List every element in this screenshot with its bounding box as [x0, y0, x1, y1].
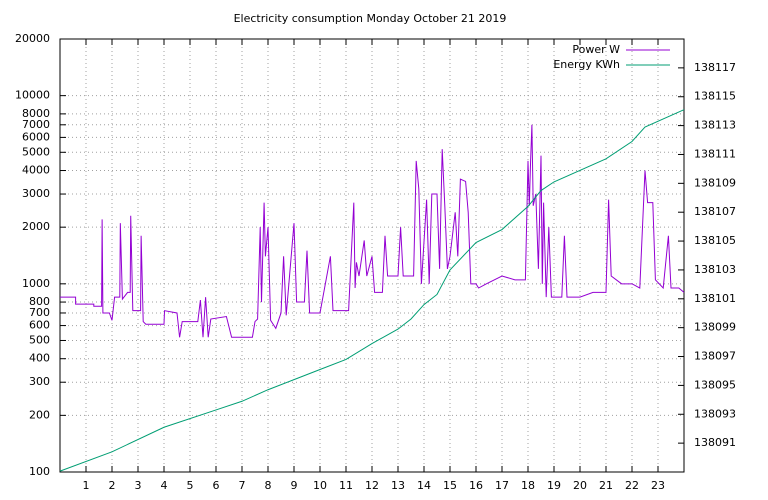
x-tick-label: 12: [365, 479, 379, 492]
x-tick-label: 17: [495, 479, 509, 492]
y-tick-label: 20000: [15, 32, 50, 45]
x-tick-label: 6: [213, 479, 220, 492]
x-tick-label: 15: [443, 479, 457, 492]
y-tick-label: 800: [29, 295, 50, 308]
series-line: [59, 109, 685, 472]
y-tick-label: 3000: [22, 187, 50, 200]
x-tick-label: 19: [547, 479, 561, 492]
x-tick-label: 3: [135, 479, 142, 492]
y2-tick-label: 138105: [694, 234, 736, 247]
y2-tick-label: 138099: [694, 321, 736, 334]
x-tick-label: 22: [625, 479, 639, 492]
y-tick-label: 1000: [22, 277, 50, 290]
x-tick-label: 21: [599, 479, 613, 492]
x-tick-label: 1: [83, 479, 90, 492]
x-tick-label: 5: [187, 479, 194, 492]
y-tick-label: 400: [29, 352, 50, 365]
chart-title: Electricity consumption Monday October 2…: [234, 12, 507, 25]
plot-frame: [59, 38, 685, 473]
y2-tick-label: 138095: [694, 378, 736, 391]
legend-label: Energy KWh: [553, 58, 620, 71]
y-tick-label: 500: [29, 333, 50, 346]
x-tick-label: 2: [109, 479, 116, 492]
y2-tick-label: 138115: [694, 90, 736, 103]
y-tick-label: 2000: [22, 220, 50, 233]
y2-tick-label: 138109: [694, 176, 736, 189]
x-tick-label: 20: [573, 479, 587, 492]
y-tick-label: 700: [29, 306, 50, 319]
y2-tick-label: 138091: [694, 436, 736, 449]
legend-label: Power W: [572, 43, 620, 56]
x-tick-label: 8: [265, 479, 272, 492]
x-tick-label: 10: [313, 479, 327, 492]
x-tick-label: 14: [417, 479, 431, 492]
series-line: [60, 124, 685, 338]
y2-tick-label: 138117: [694, 61, 736, 74]
y-tick-label: 6000: [22, 130, 50, 143]
y-tick-label: 7000: [22, 118, 50, 131]
y2-tick-label: 138113: [694, 119, 736, 132]
y2-tick-label: 138101: [694, 292, 736, 305]
y-tick-label: 10000: [15, 89, 50, 102]
y-tick-label: 4000: [22, 164, 50, 177]
x-tick-label: 7: [239, 479, 246, 492]
x-tick-label: 9: [291, 479, 298, 492]
y-tick-label: 5000: [22, 145, 50, 158]
y2-tick-label: 138111: [694, 147, 736, 160]
x-tick-label: 23: [651, 479, 665, 492]
y2-tick-label: 138103: [694, 263, 736, 276]
x-tick-label: 4: [161, 479, 168, 492]
y-tick-label: 600: [29, 319, 50, 332]
x-tick-label: 16: [469, 479, 483, 492]
x-tick-label: 18: [521, 479, 535, 492]
y2-tick-label: 138107: [694, 205, 736, 218]
y-tick-label: 8000: [22, 107, 50, 120]
x-tick-label: 11: [339, 479, 353, 492]
y-tick-label: 200: [29, 408, 50, 421]
y2-tick-label: 138093: [694, 407, 736, 420]
y2-tick-label: 138097: [694, 350, 736, 363]
y-tick-label: 100: [29, 465, 50, 478]
y-tick-label: 300: [29, 375, 50, 388]
x-tick-label: 13: [391, 479, 405, 492]
